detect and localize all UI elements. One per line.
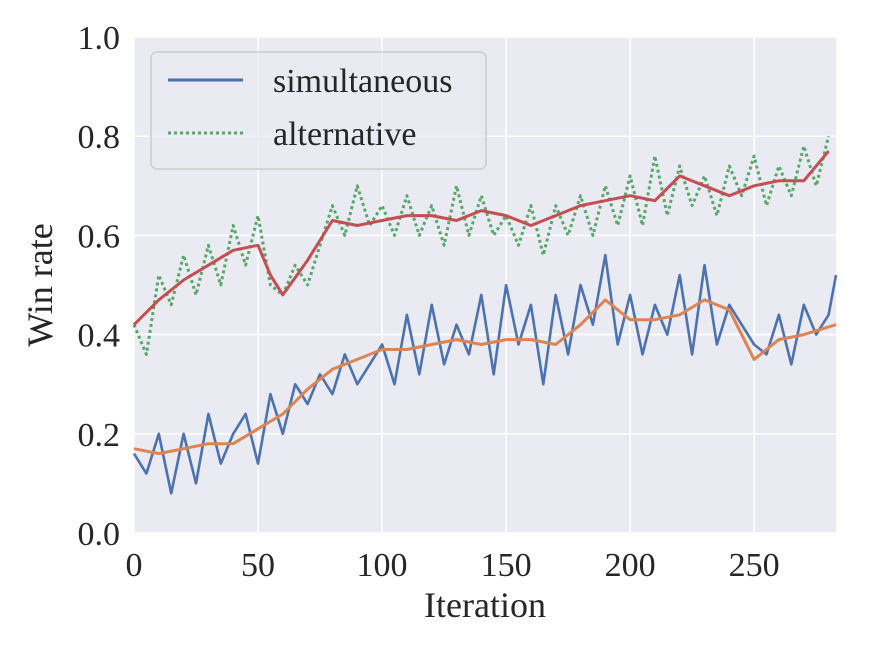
x-tick-label: 0 xyxy=(126,547,143,584)
series-line-simultaneous xyxy=(132,253,838,495)
x-tick-label: 50 xyxy=(241,547,275,584)
series-line-alternative xyxy=(132,135,831,356)
x-tick-label: 200 xyxy=(605,547,656,584)
tick-labels: 0 50 100 150 200 250 0.0 0.2 0.4 0.6 0.8 1.0 xyxy=(78,20,780,584)
series-lines xyxy=(132,135,838,495)
series-line-alternative-smooth xyxy=(132,150,830,326)
y-tick-label: 0.2 xyxy=(78,417,121,454)
y-tick-label: 0.6 xyxy=(78,218,121,255)
x-tick-label: 100 xyxy=(357,547,408,584)
legend-label-simultaneous: simultaneous xyxy=(273,63,452,100)
x-tick-label: 250 xyxy=(729,547,780,584)
y-tick-label: 0.8 xyxy=(78,119,121,156)
series-line-simultaneous-smooth xyxy=(133,298,837,456)
x-axis-label: Iteration xyxy=(424,585,546,625)
y-axis-label: Win rate xyxy=(20,223,60,347)
legend: simultaneous alternative xyxy=(150,51,487,170)
x-tick-label: 150 xyxy=(481,547,532,584)
y-tick-label: 1.0 xyxy=(78,20,121,57)
y-tick-label: 0.0 xyxy=(78,516,121,553)
y-tick-label: 0.4 xyxy=(78,318,121,355)
legend-label-alternative: alternative xyxy=(273,116,416,153)
